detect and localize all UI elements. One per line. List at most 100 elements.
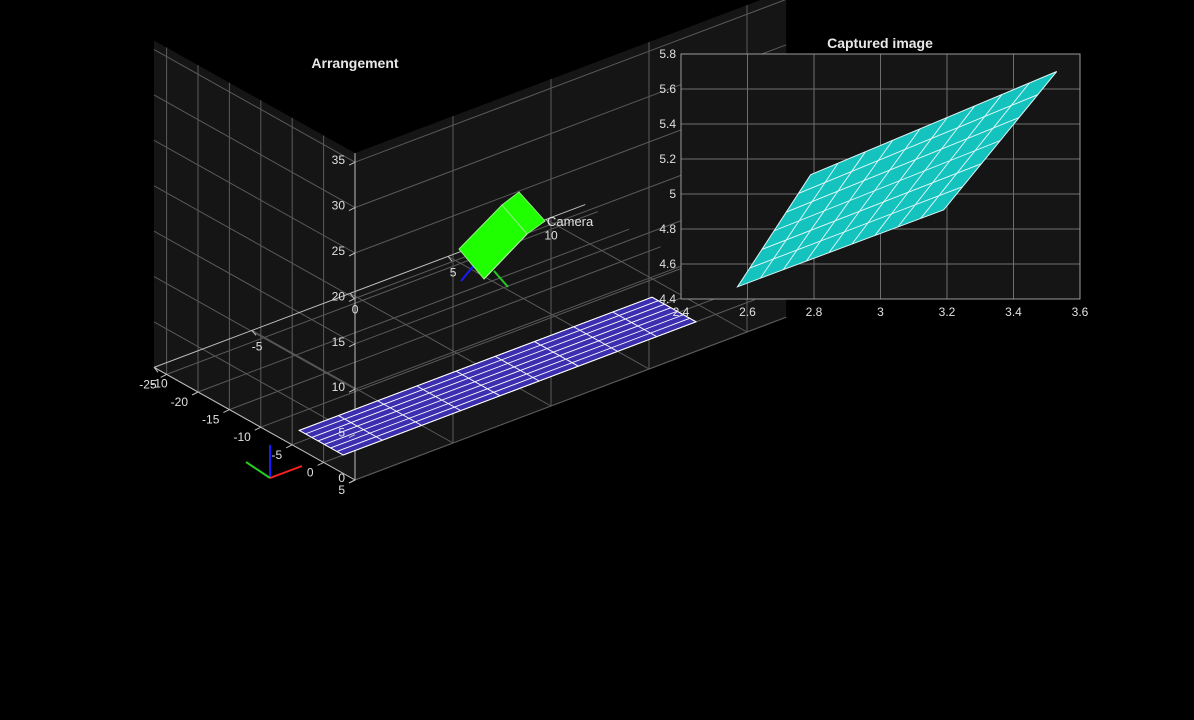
floor-grid-x [545,218,748,333]
arrangement-axes[interactable]: 0510152025303550-5-10-15-20-25-10-50510 … [139,0,787,497]
board-grid-line [299,429,344,456]
camera-object [458,191,546,288]
z-tick-label: 5 [338,426,345,440]
floor-grid-y [260,263,693,428]
triad-y-axis [245,461,271,479]
board-grid-line [416,385,462,411]
board-grid-line [317,307,672,442]
captured-gridlines [680,53,1081,300]
x-tick-mark [251,330,257,336]
z-tick-mark [348,207,356,212]
camera-edge [483,233,528,280]
captured-image-axes[interactable]: 2.4 2.6 2.8 3 3.2 3.4 3.6 4.4 4.6 4.8 5 5.2 5.4 5.6 5.… [659,35,1088,319]
x-tick-label: 10 [544,228,558,242]
arrangement-panes [154,0,787,480]
board-grid-line [324,310,678,445]
z-tick-label: 30 [332,199,346,213]
z-tick-label: 25 [332,244,346,258]
captured-x-tick-label: 3.6 [1072,305,1089,319]
board-grid-line [338,415,383,441]
y-tick-mark [317,461,324,466]
captured-x-tick-label: 3.2 [939,305,956,319]
board-grid-line [651,296,697,323]
wall2-grid-z [354,316,787,481]
board-grid-line [336,317,690,452]
x-tick-label: -10 [150,376,168,390]
board-grid-line [495,355,540,382]
captured-y-tick-label: 5 [669,187,676,201]
z-tick-mark [348,161,356,166]
x-tick-mark [447,256,453,262]
arrangement-title: Arrangement [311,55,398,71]
wall-grid-z [153,94,356,209]
captured-x-tick-label: 3.4 [1005,305,1022,319]
captured-tick-labels: 2.4 2.6 2.8 3 3.2 3.4 3.6 4.4 4.6 4.8 5 5.2 5.4 5.6 5.… [659,47,1088,319]
captured-mesh-line [786,117,1020,213]
z-tick-mark [348,297,356,302]
x-tick-mark [349,293,355,299]
captured-y-tick-label: 5.8 [659,47,676,61]
board-grid-line [534,341,579,367]
y-tick-mark [160,373,167,378]
floor-grid-y [197,228,630,393]
board-grid-line [612,311,658,337]
camera-y-axis [493,270,509,288]
captured-mesh-line [761,163,982,250]
wall-grid-z [153,185,356,299]
checkerboard-plane [298,296,698,456]
x-tick-label: 0 [352,302,359,316]
z-tick-label: 15 [332,335,346,349]
z-tick-mark [348,434,356,439]
board-grid-line [330,314,684,449]
camera-z-axis [460,263,476,282]
z-tick-label: 35 [332,153,346,167]
captured-x-tick-label: 2.6 [739,305,756,319]
z-tick-mark [348,388,356,393]
captured-x-tick-label: 3 [877,305,884,319]
captured-y-tick-label: 4.6 [659,257,676,271]
y-tick-label: 5 [338,483,345,497]
x-tick-mark [153,367,159,373]
captured-x-tick-label: 2.4 [673,305,690,319]
x-tick-label: -5 [252,339,263,353]
right-back-pane [355,0,787,480]
y-tick-label: -20 [171,395,189,409]
y-tick-label: -15 [202,413,220,427]
captured-y-tick-label: 4.4 [659,292,676,306]
wall-grid-z [153,230,356,345]
y-tick-mark [191,391,199,396]
y-tick-mark [285,444,293,449]
y-tick-label: -25 [139,377,157,391]
camera-body-top [501,191,546,235]
captured-mesh-line [798,94,1039,194]
captured-y-tick-label: 5.4 [659,117,676,131]
board-grid-line [455,370,501,397]
z-tick-mark [348,252,356,257]
y-axis-line [153,366,356,481]
y-tick-mark [223,409,230,414]
z-tick-label: 10 [332,380,346,394]
z-tick-label: 0 [338,471,345,485]
left-back-pane [154,40,355,480]
wall-grid-z [153,139,356,254]
board-grid-line [305,300,659,435]
captured-image-title: Captured image [827,35,933,51]
wall-grid-z [153,49,356,163]
captured-y-tick-label: 5.2 [659,152,676,166]
y-tick-label: -5 [272,448,283,462]
z-tick-mark [348,343,356,348]
x-tick-label: 5 [450,265,457,279]
captured-y-tick-label: 5.6 [659,82,676,96]
camera-label: Camera [547,214,594,229]
floor-grid-y [166,211,598,375]
world-axes-triad [245,445,303,479]
triad-x-axis [269,465,303,479]
captured-surface [736,71,1058,288]
z-tick-label: 20 [332,289,346,303]
captured-mesh-line [773,140,1001,232]
board-grid-line [311,303,665,438]
captured-mesh-line [749,186,963,269]
captured-x-tick-label: 2.8 [806,305,823,319]
